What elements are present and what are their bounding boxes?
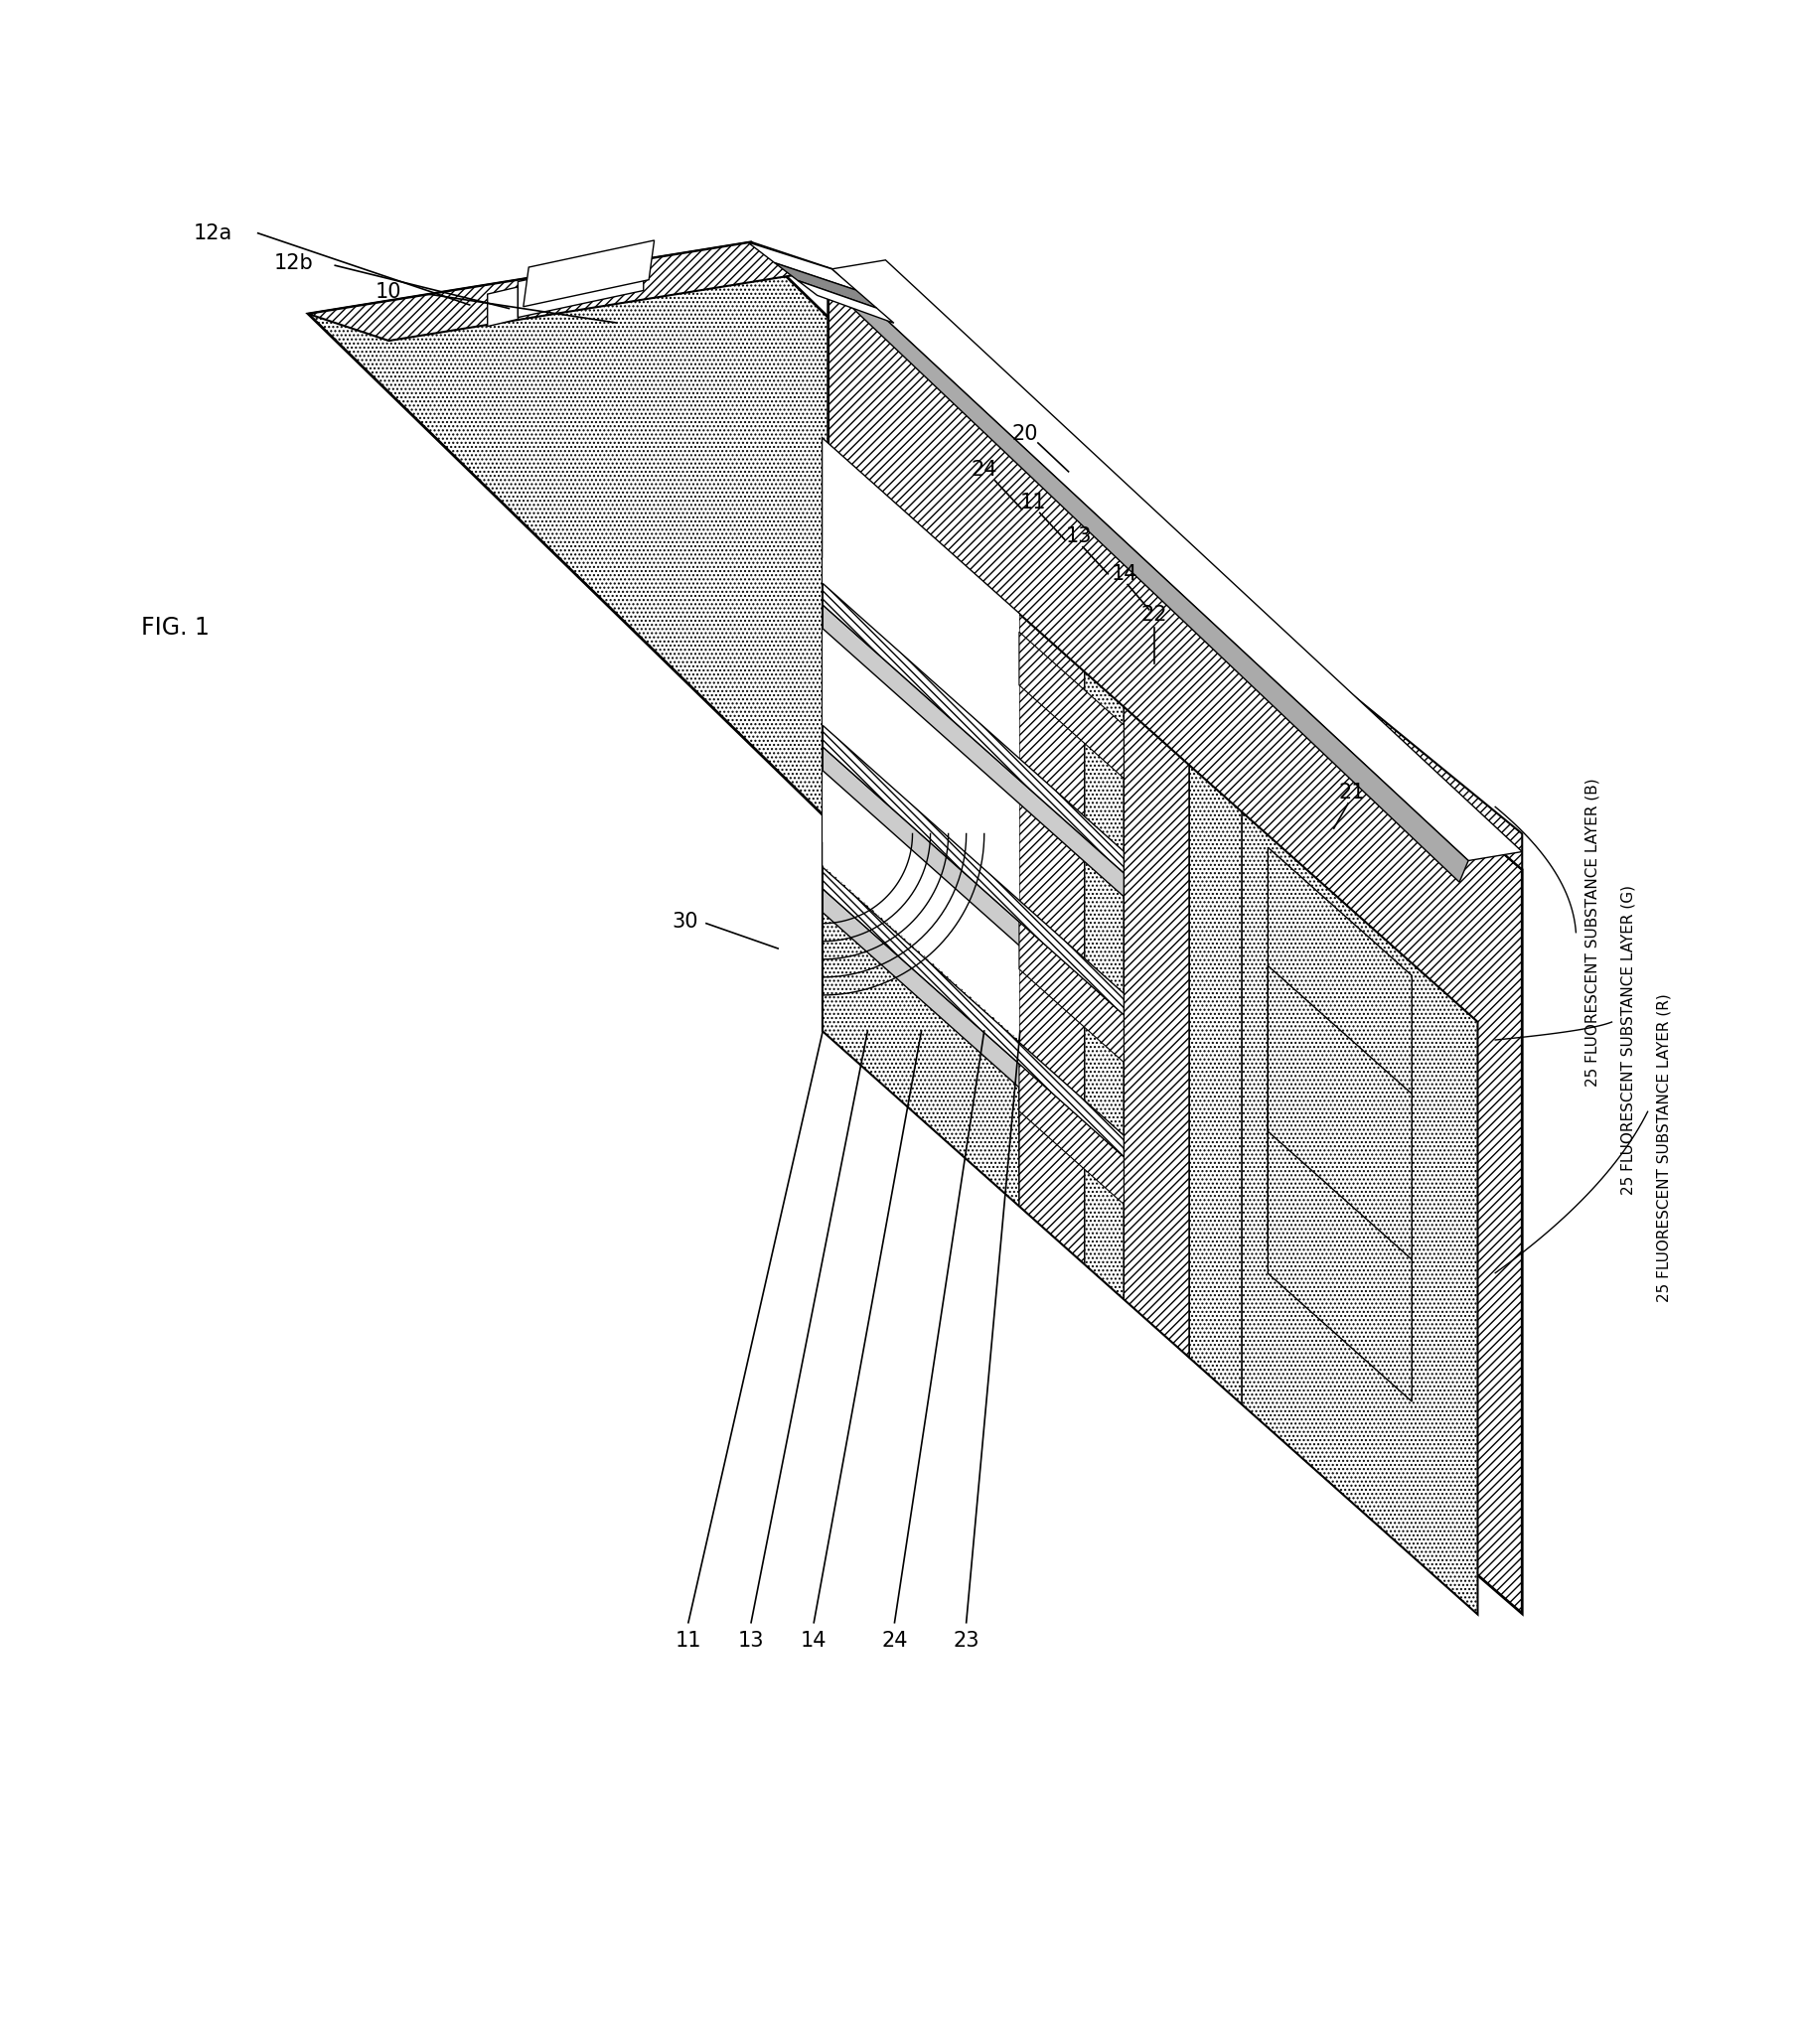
- Polygon shape: [1189, 766, 1241, 1404]
- Polygon shape: [1084, 672, 1124, 1300]
- Text: 25 FLUORESCENT SUBSTANCE LAYER (R): 25 FLUORESCENT SUBSTANCE LAYER (R): [1657, 993, 1671, 1302]
- Polygon shape: [822, 558, 1019, 897]
- Text: 24: 24: [970, 460, 997, 480]
- Text: 21: 21: [1339, 783, 1364, 803]
- Polygon shape: [1269, 1108, 1411, 1402]
- Polygon shape: [1241, 811, 1478, 1613]
- Text: 25 FLUORESCENT SUBSTANCE LAYER (B): 25 FLUORESCENT SUBSTANCE LAYER (B): [1585, 779, 1599, 1087]
- Polygon shape: [822, 867, 1124, 1157]
- Text: 12b: 12b: [275, 253, 314, 274]
- Polygon shape: [748, 241, 857, 290]
- Text: 11: 11: [676, 1631, 701, 1650]
- Text: 22: 22: [1142, 605, 1167, 625]
- Polygon shape: [1019, 613, 1084, 1263]
- Polygon shape: [309, 241, 1442, 985]
- Text: FIG. 1: FIG. 1: [141, 615, 210, 640]
- Polygon shape: [1269, 848, 1411, 1378]
- Text: 11: 11: [1019, 493, 1046, 511]
- Polygon shape: [524, 241, 654, 307]
- Text: 13: 13: [737, 1631, 764, 1650]
- Text: 10: 10: [376, 282, 401, 303]
- Text: 14: 14: [801, 1631, 828, 1650]
- Text: 12a: 12a: [193, 223, 233, 243]
- Polygon shape: [1019, 916, 1124, 1063]
- Polygon shape: [824, 270, 1469, 883]
- Polygon shape: [822, 746, 1124, 1038]
- Polygon shape: [828, 270, 1521, 1613]
- Text: 14: 14: [1111, 564, 1137, 585]
- Polygon shape: [822, 583, 1124, 873]
- Polygon shape: [822, 699, 1019, 1040]
- Text: 20: 20: [1012, 423, 1039, 444]
- Polygon shape: [831, 260, 1521, 861]
- Polygon shape: [775, 264, 876, 309]
- Polygon shape: [822, 439, 1019, 1016]
- Polygon shape: [822, 726, 1124, 1016]
- Text: 23: 23: [952, 1631, 979, 1650]
- Polygon shape: [519, 256, 643, 317]
- Polygon shape: [1019, 632, 1124, 779]
- Polygon shape: [799, 280, 894, 323]
- Text: 24: 24: [882, 1631, 907, 1650]
- Text: 30: 30: [672, 912, 698, 932]
- Polygon shape: [488, 286, 519, 327]
- Polygon shape: [822, 889, 1124, 1181]
- Polygon shape: [828, 270, 1521, 869]
- Text: 13: 13: [1066, 525, 1093, 546]
- Polygon shape: [822, 439, 1019, 1206]
- Polygon shape: [822, 439, 1478, 1613]
- Polygon shape: [822, 605, 1124, 897]
- Polygon shape: [309, 241, 831, 341]
- Text: 25 FLUORESCENT SUBSTANCE LAYER (G): 25 FLUORESCENT SUBSTANCE LAYER (G): [1621, 885, 1635, 1196]
- Polygon shape: [1019, 1059, 1124, 1204]
- Polygon shape: [1269, 965, 1411, 1259]
- Polygon shape: [1124, 707, 1189, 1357]
